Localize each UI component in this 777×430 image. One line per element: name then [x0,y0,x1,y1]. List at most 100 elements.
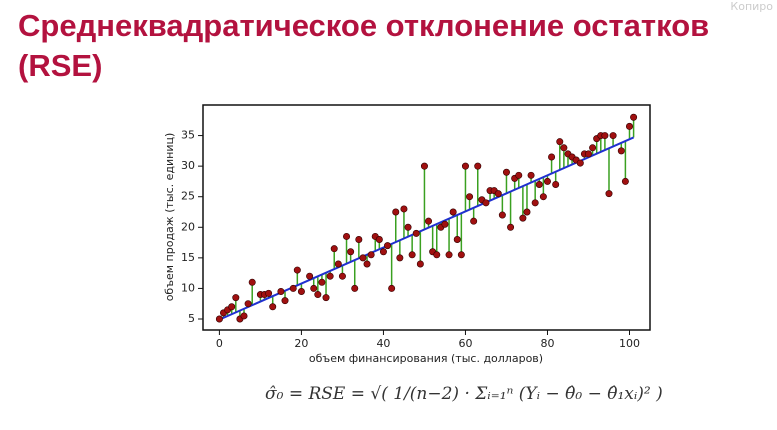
point [420,162,428,170]
x-tick-label: 40 [376,337,390,350]
point [277,287,285,295]
point [449,208,457,216]
point [392,208,400,216]
point [318,278,326,286]
point [338,272,346,280]
point [400,205,408,213]
y-tick-label: 5 [188,312,195,325]
point [310,284,318,292]
point [625,122,633,130]
point [293,266,301,274]
point [552,180,560,188]
point [244,300,252,308]
point [441,220,449,228]
point [297,287,305,295]
point [556,138,564,146]
y-tick-label: 20 [181,220,195,233]
point [576,159,584,167]
x-tick-label: 100 [619,337,640,350]
point [515,171,523,179]
point [470,217,478,225]
point [314,291,322,299]
point [461,162,469,170]
point [527,171,535,179]
watermark: Копиро [730,0,773,13]
point [474,162,482,170]
point [425,217,433,225]
point [326,272,334,280]
point [621,177,629,185]
point [609,132,617,140]
point [539,193,547,201]
y-tick-label: 25 [181,190,195,203]
point [543,177,551,185]
point [584,150,592,158]
point [404,223,412,231]
point [498,211,506,219]
point [457,251,465,259]
point [548,153,556,161]
point [605,190,613,198]
point [453,236,461,244]
point [379,248,387,256]
y-tick-label: 35 [181,129,195,142]
plot-frame [202,104,651,331]
point [396,254,404,262]
point [375,236,383,244]
point [289,284,297,292]
fit-line [219,136,634,321]
point [601,132,609,140]
point [343,232,351,240]
point [215,315,223,323]
y-tick-label: 10 [181,281,195,294]
point [388,284,396,292]
slide-title: Среднеквадратическое отклонение остатков… [18,8,710,83]
x-axis-label: объем финансирования (тыс. долларов) [309,352,543,365]
x-tick-label: 0 [216,337,223,350]
point [502,168,510,176]
point [482,199,490,207]
point [445,251,453,259]
point [359,254,367,262]
point [523,208,531,216]
point [507,223,515,231]
point [589,144,597,152]
point [355,236,363,244]
y-tick-label: 30 [181,159,195,172]
point [433,251,441,259]
point [248,278,256,286]
x-tick-label: 80 [540,337,554,350]
point [535,180,543,188]
point [494,190,502,198]
x-tick-label: 60 [458,337,472,350]
chart: объем финансирования (тыс. долларов) объ… [163,104,651,365]
x-tick-label: 20 [294,337,308,350]
point [269,303,277,311]
point [416,260,424,268]
y-axis-label: объем продаж (тыс. единиц) [163,133,176,302]
point [232,294,240,302]
point [322,294,330,302]
point [466,193,474,201]
y-tick-label: 15 [181,251,195,264]
formula: σ̂₀ = RSE = √( 1/(n−2) · Σᵢ₌₁ⁿ (Yᵢ − θ̂₀… [265,384,663,404]
point [306,272,314,280]
point [351,284,359,292]
point [240,312,248,320]
point [384,242,392,250]
point [347,248,355,256]
point [367,251,375,259]
point [412,229,420,237]
point [265,289,273,297]
point [630,113,638,121]
point [519,214,527,222]
point [281,297,289,305]
point [330,245,338,253]
point [531,199,539,207]
point [363,260,371,268]
point [334,260,342,268]
point [560,144,568,152]
point [617,147,625,155]
point [228,303,236,311]
